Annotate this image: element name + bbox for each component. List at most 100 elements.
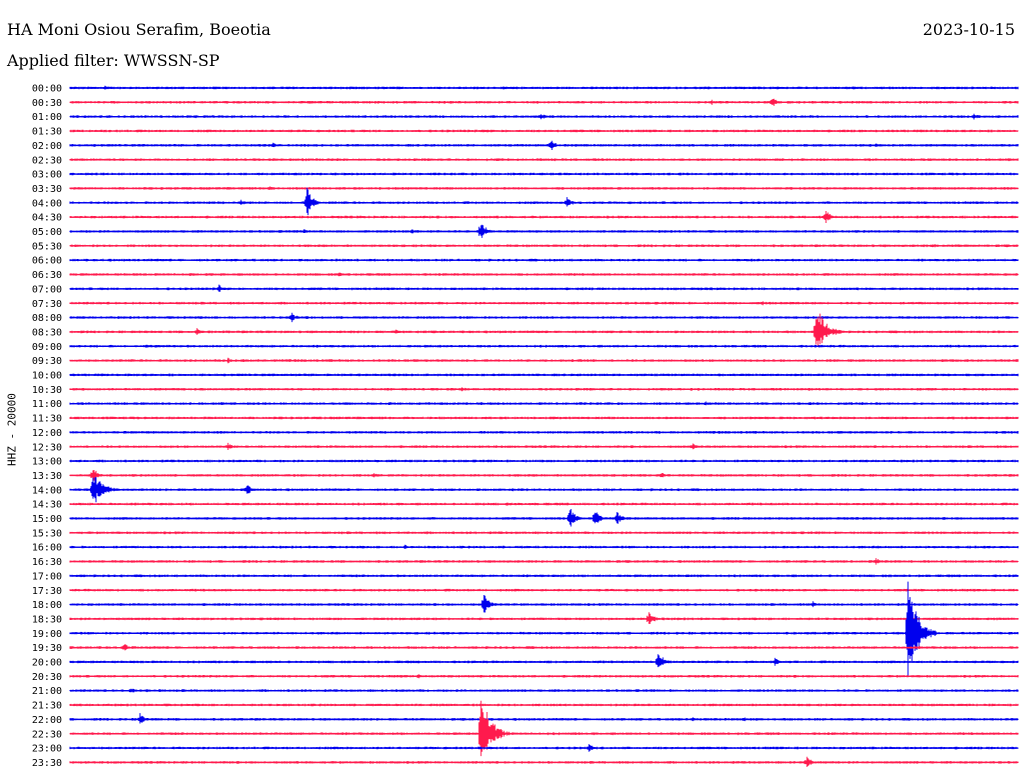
event-marker — [659, 474, 663, 477]
trace-line — [69, 713, 1019, 724]
row-time-label: 08:30 — [32, 327, 62, 338]
event-marker — [769, 100, 774, 104]
row-time-label: 18:30 — [32, 614, 62, 625]
row-time-label: 17:00 — [32, 571, 62, 582]
event-marker — [592, 516, 597, 521]
row-time-label: 10:30 — [32, 385, 62, 396]
trace-line — [69, 654, 1019, 668]
event-marker — [539, 115, 543, 119]
row-time-label: 03:30 — [32, 184, 62, 195]
event-marker — [710, 101, 713, 104]
row-time-label: 22:00 — [32, 715, 62, 726]
event-marker — [823, 215, 828, 220]
row-time-label: 20:30 — [32, 672, 62, 683]
event-marker — [416, 675, 419, 678]
row-time-label: 02:30 — [32, 155, 62, 166]
event-marker — [931, 244, 934, 248]
trace-group — [69, 85, 1019, 767]
row-time-label: 04:30 — [32, 213, 62, 224]
event-marker — [760, 301, 764, 305]
event-marker — [858, 129, 862, 133]
event-marker — [270, 144, 274, 147]
row-label-group: 00:00 00:30 01:00 01:30 02:00 02:30 03:00 03:30… — [32, 84, 62, 769]
row-time-label: 23:30 — [32, 758, 62, 769]
event-marker — [482, 129, 486, 133]
row-time-label: 22:30 — [32, 729, 62, 740]
row-time-label: 13:30 — [32, 471, 62, 482]
event-marker — [372, 474, 375, 477]
row-time-label: 01:30 — [32, 127, 62, 138]
event-marker — [89, 487, 95, 493]
trace-line — [69, 187, 1019, 215]
event-marker — [128, 689, 132, 693]
event-marker — [226, 359, 230, 362]
event-marker — [217, 287, 220, 291]
event-marker — [460, 388, 464, 391]
row-time-label: 12:00 — [32, 428, 62, 439]
row-time-label: 12:30 — [32, 442, 62, 453]
event-marker — [548, 143, 552, 148]
row-time-label: 19:30 — [32, 643, 62, 654]
event-marker — [804, 760, 808, 765]
event-marker — [90, 473, 95, 478]
event-marker — [811, 603, 814, 606]
event-marker — [481, 602, 487, 607]
row-time-label: 01:00 — [32, 112, 62, 123]
event-marker — [564, 201, 568, 205]
row-time-label: 04:00 — [32, 198, 62, 209]
trace-line — [69, 595, 1019, 613]
trace-line — [69, 612, 1019, 624]
event-marker — [511, 488, 514, 491]
station-title: HA Moni Osiou Serafim, Boeotia — [7, 20, 271, 39]
trace-line — [69, 509, 1019, 527]
row-time-label: 06:30 — [32, 270, 62, 281]
event-marker — [852, 86, 855, 90]
row-time-label: 07:00 — [32, 284, 62, 295]
row-time-label: 09:00 — [32, 342, 62, 353]
date-label: 2023-10-15 — [922, 20, 1015, 39]
row-time-label: 21:30 — [32, 701, 62, 712]
row-time-label: 17:30 — [32, 586, 62, 597]
row-time-label: 09:30 — [32, 356, 62, 367]
event-marker — [972, 115, 976, 119]
row-time-label: 20:00 — [32, 658, 62, 669]
event-marker — [387, 402, 391, 406]
event-marker — [685, 574, 688, 578]
row-time-label: 16:30 — [32, 557, 62, 568]
event-marker — [122, 646, 126, 650]
event-marker — [267, 187, 271, 190]
row-time-label: 13:00 — [32, 457, 62, 468]
event-marker — [478, 731, 484, 737]
row-time-label: 10:00 — [32, 371, 62, 382]
event-marker — [703, 402, 707, 406]
event-marker — [245, 488, 249, 492]
event-marker — [691, 445, 694, 449]
event-marker — [304, 200, 310, 206]
event-marker — [566, 516, 572, 521]
event-marker — [103, 86, 107, 90]
event-marker — [504, 502, 508, 506]
event-marker — [691, 718, 694, 721]
event-marker — [874, 560, 878, 563]
row-time-label: 03:00 — [32, 170, 62, 181]
event-marker — [410, 230, 413, 233]
row-time-label: 15:30 — [32, 528, 62, 539]
event-marker — [337, 273, 340, 276]
row-time-label: 05:30 — [32, 241, 62, 252]
event-marker — [773, 660, 777, 664]
row-time-label: 14:00 — [32, 485, 62, 496]
event-marker — [904, 630, 910, 636]
event-marker — [226, 445, 230, 449]
event-marker — [586, 746, 590, 750]
filter-label: Applied filter: WWSSN-SP — [7, 51, 220, 70]
event-marker — [137, 717, 142, 722]
event-marker — [874, 144, 878, 147]
row-time-label: 00:30 — [32, 98, 62, 109]
event-marker — [655, 659, 661, 665]
event-marker — [813, 329, 819, 335]
event-marker — [239, 201, 243, 205]
event-marker — [144, 345, 147, 348]
event-marker — [646, 617, 651, 621]
row-time-label: 15:00 — [32, 514, 62, 525]
event-marker — [289, 316, 293, 320]
